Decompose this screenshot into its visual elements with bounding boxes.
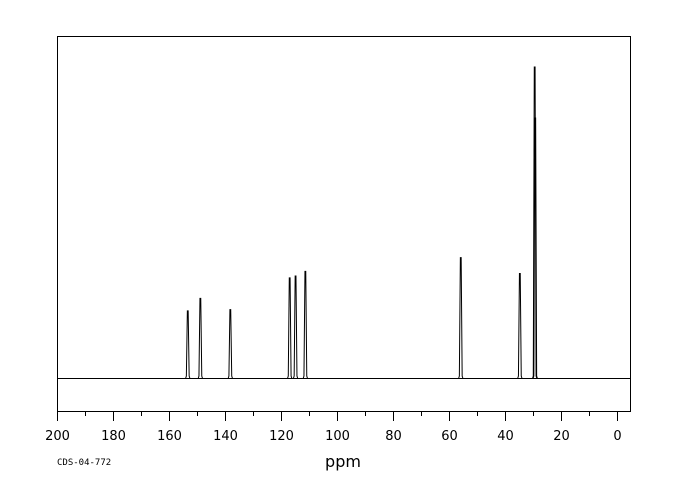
x-tick-label: 120 (269, 429, 294, 444)
spectrum-peak (227, 309, 233, 379)
plot-frame (57, 36, 631, 412)
spectrum-peak (287, 277, 293, 379)
x-tick-label: 0 (613, 429, 621, 444)
x-tick-label: 60 (441, 429, 458, 444)
x-tick-label: 180 (101, 429, 126, 444)
x-tick-label: 140 (213, 429, 238, 444)
x-tick-label: 200 (45, 429, 70, 444)
x-tick-label: 80 (385, 429, 402, 444)
spectrum-peak (292, 275, 299, 379)
x-tick-label: 100 (325, 429, 350, 444)
x-axis-ticks (57, 411, 618, 421)
spectrum-peak (517, 273, 523, 379)
x-tick-label: 20 (553, 429, 570, 444)
x-axis-tick-labels: 200 180 160 140 120 100 80 60 40 20 0 (45, 429, 622, 444)
spectrum-peak (532, 66, 538, 379)
x-tick-label: 160 (157, 429, 182, 444)
spectrum-peak (458, 257, 464, 379)
spectrum-peak (197, 297, 204, 379)
spectrum-peaks (185, 66, 538, 379)
spectrum-peak (302, 270, 309, 379)
spectrum-peak (185, 310, 191, 379)
x-axis-title: ppm (325, 452, 361, 471)
x-tick-label: 40 (497, 429, 514, 444)
spectrum-peak (532, 117, 538, 379)
sample-code-label: CDS-04-772 (57, 458, 111, 468)
